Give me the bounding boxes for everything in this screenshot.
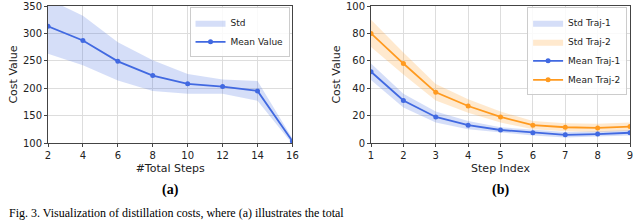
svg-text:3: 3 [433,150,439,161]
svg-text:250: 250 [23,55,42,66]
svg-text:(a): (a) [162,182,179,198]
svg-text:12: 12 [216,150,229,161]
svg-text:10: 10 [181,150,194,161]
svg-text:7: 7 [562,150,568,161]
svg-text:6: 6 [530,150,536,161]
svg-text:Std Traj-2: Std Traj-2 [568,37,611,47]
svg-text:8: 8 [594,150,600,161]
svg-text:40: 40 [352,83,365,94]
svg-text:350: 350 [23,1,42,12]
svg-text:20: 20 [352,110,365,121]
svg-text:2: 2 [400,150,406,161]
svg-text:1: 1 [368,150,374,161]
svg-text:150: 150 [23,110,42,121]
svg-text:Cost Value: Cost Value [330,45,343,103]
svg-text:80: 80 [352,28,365,39]
svg-text:9: 9 [627,150,633,161]
svg-text:Fig. 3. Visualization of disti: Fig. 3. Visualization of distillation co… [9,206,344,220]
svg-text:6: 6 [115,150,121,161]
svg-text:Mean Value: Mean Value [231,37,284,47]
svg-text:5: 5 [497,150,503,161]
svg-text:Mean Traj-2: Mean Traj-2 [568,75,620,85]
svg-text:200: 200 [23,83,42,94]
svg-text:Step Index: Step Index [471,162,530,175]
svg-text:Std Traj-1: Std Traj-1 [568,18,611,28]
svg-text:4: 4 [465,150,471,161]
svg-text:Std: Std [231,18,246,28]
svg-text:Mean Traj-1: Mean Traj-1 [568,56,620,66]
svg-text:2: 2 [45,150,51,161]
svg-text:(b): (b) [492,182,509,198]
svg-text:100: 100 [346,1,365,12]
svg-text:100: 100 [23,138,42,149]
svg-text:60: 60 [352,55,365,66]
svg-text:#Total Steps: #Total Steps [136,162,205,175]
svg-text:Cost Value: Cost Value [7,45,20,103]
svg-text:300: 300 [23,28,42,39]
svg-text:0: 0 [359,138,365,149]
svg-text:4: 4 [80,150,86,161]
svg-text:16: 16 [286,150,299,161]
svg-text:14: 14 [251,150,264,161]
svg-text:8: 8 [150,150,156,161]
